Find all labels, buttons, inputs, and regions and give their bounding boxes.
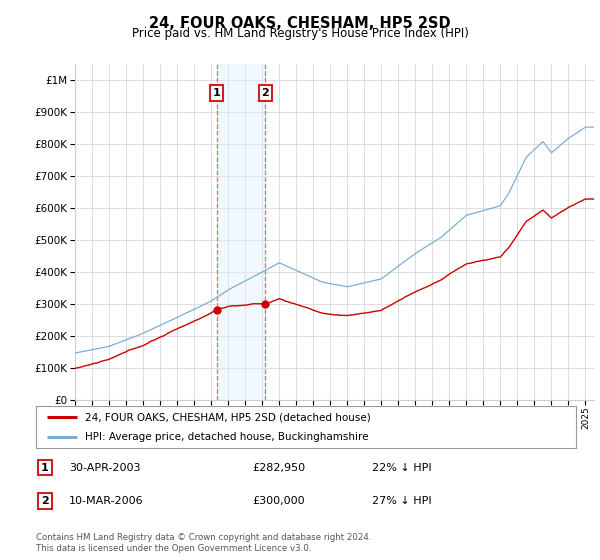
Text: Price paid vs. HM Land Registry's House Price Index (HPI): Price paid vs. HM Land Registry's House …	[131, 27, 469, 40]
Text: 10-MAR-2006: 10-MAR-2006	[69, 496, 143, 506]
Text: 24, FOUR OAKS, CHESHAM, HP5 2SD (detached house): 24, FOUR OAKS, CHESHAM, HP5 2SD (detache…	[85, 412, 370, 422]
Text: 30-APR-2003: 30-APR-2003	[69, 463, 140, 473]
Text: 27% ↓ HPI: 27% ↓ HPI	[372, 496, 431, 506]
Text: 22% ↓ HPI: 22% ↓ HPI	[372, 463, 431, 473]
Bar	[217, 64, 265, 400]
Text: 24, FOUR OAKS, CHESHAM, HP5 2SD: 24, FOUR OAKS, CHESHAM, HP5 2SD	[149, 16, 451, 31]
Text: £300,000: £300,000	[252, 496, 305, 506]
Text: 2: 2	[262, 88, 269, 98]
Text: 2: 2	[41, 496, 49, 506]
Text: 1: 1	[213, 88, 221, 98]
Text: HPI: Average price, detached house, Buckinghamshire: HPI: Average price, detached house, Buck…	[85, 432, 368, 442]
Text: £282,950: £282,950	[252, 463, 305, 473]
Text: 1: 1	[41, 463, 49, 473]
Text: Contains HM Land Registry data © Crown copyright and database right 2024.
This d: Contains HM Land Registry data © Crown c…	[36, 533, 371, 553]
